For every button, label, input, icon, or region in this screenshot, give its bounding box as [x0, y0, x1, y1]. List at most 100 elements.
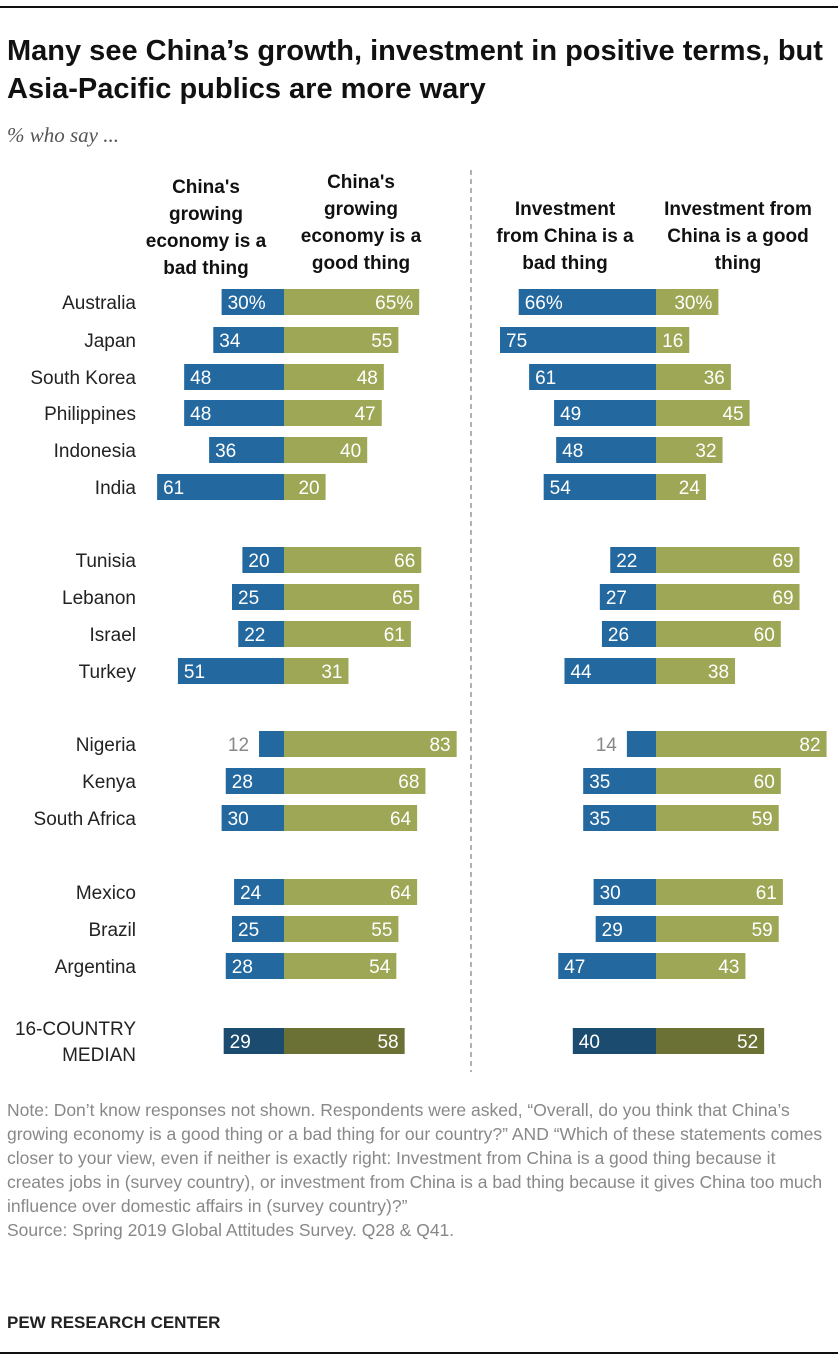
bar-economy-bad-tunisia: [242, 547, 284, 573]
country-label-tunisia: Tunisia: [75, 551, 136, 572]
value-label-investment-good-turkey: 38: [708, 662, 729, 683]
bar-economy-bad-india: [157, 474, 284, 500]
value-label-economy-good-turkey: 31: [321, 662, 342, 683]
value-label-economy-bad-south-korea: 48: [190, 368, 211, 389]
bar-investment-good-16-country-median: [656, 1028, 765, 1054]
bar-investment-bad-israel: [601, 621, 656, 647]
value-label-economy-bad-kenya: 28: [232, 772, 253, 793]
value-label-investment-good-israel: 60: [754, 625, 775, 646]
bar-investment-bad-japan: [500, 327, 656, 353]
country-label-16-country-median-line1: 16-COUNTRY: [15, 1019, 136, 1040]
bar-investment-bad-kenya: [583, 768, 656, 794]
value-label-investment-bad-japan: 75: [506, 331, 527, 352]
country-label-mexico: Mexico: [76, 883, 136, 904]
bar-economy-bad-indonesia: [209, 437, 284, 463]
bar-economy-good-indonesia: [284, 437, 368, 463]
value-label-economy-bad-india: 61: [163, 478, 184, 499]
bar-investment-good-israel: [656, 621, 781, 647]
value-label-economy-bad-nigeria: 12: [228, 735, 249, 756]
value-label-economy-bad-16-country-median: 29: [230, 1032, 251, 1053]
bar-economy-bad-south-korea: [184, 364, 284, 390]
bar-economy-bad-australia: [221, 289, 284, 315]
value-label-economy-good-japan: 55: [371, 331, 392, 352]
header-investment-good: Investment from China is a good thing: [664, 199, 812, 274]
bar-economy-good-south-korea: [284, 364, 384, 390]
value-label-investment-bad-turkey: 44: [570, 662, 592, 683]
value-label-economy-good-16-country-median: 58: [377, 1032, 398, 1053]
bar-economy-good-nigeria: [284, 731, 457, 757]
country-label-argentina: Argentina: [55, 957, 137, 978]
bar-economy-bad-lebanon: [232, 584, 284, 610]
header-economy-bad: China's growing economy is a bad thing: [145, 177, 267, 279]
bar-economy-bad-mexico: [234, 879, 284, 905]
top-rule: [0, 6, 838, 8]
bar-investment-bad-nigeria: [626, 731, 656, 757]
bar-investment-good-argentina: [656, 953, 746, 979]
value-label-economy-good-argentina: 54: [369, 957, 391, 978]
bar-investment-good-lebanon: [656, 584, 800, 610]
bar-investment-good-mexico: [656, 879, 783, 905]
value-label-investment-good-philippines: 45: [722, 404, 743, 425]
value-label-investment-bad-south-africa: 35: [589, 809, 610, 830]
value-label-investment-good-nigeria: 82: [799, 735, 820, 756]
value-label-economy-bad-south-africa: 30: [228, 809, 249, 830]
bar-economy-good-tunisia: [284, 547, 422, 573]
value-label-investment-good-south-korea: 36: [704, 368, 725, 389]
bar-investment-good-turkey: [656, 658, 736, 684]
bar-investment-bad-australia: [518, 289, 656, 315]
value-label-investment-good-16-country-median: 52: [737, 1032, 758, 1053]
country-label-brazil: Brazil: [88, 920, 136, 941]
country-label-turkey: Turkey: [79, 662, 137, 683]
country-label-nigeria: Nigeria: [76, 735, 137, 756]
country-label-south-africa: South Africa: [34, 809, 137, 830]
bar-investment-bad-india: [543, 474, 656, 500]
value-label-investment-bad-australia: 66%: [525, 293, 563, 314]
bar-investment-bad-lebanon: [599, 584, 656, 610]
value-label-investment-good-lebanon: 69: [772, 588, 793, 609]
bar-economy-good-israel: [284, 621, 411, 647]
value-label-economy-good-australia: 65%: [375, 293, 413, 314]
bar-economy-good-argentina: [284, 953, 397, 979]
bar-economy-good-mexico: [284, 879, 418, 905]
value-label-economy-good-mexico: 64: [390, 883, 412, 904]
value-label-economy-bad-turkey: 51: [184, 662, 205, 683]
value-label-economy-good-kenya: 68: [398, 772, 419, 793]
bar-economy-good-philippines: [284, 400, 382, 426]
bar-investment-bad-brazil: [595, 916, 656, 942]
bar-investment-good-australia: [656, 289, 719, 315]
header-economy-good: China's growing economy is a good thing: [300, 172, 422, 274]
value-label-investment-bad-india: 54: [550, 478, 572, 499]
value-label-investment-bad-indonesia: 48: [562, 441, 583, 462]
header-investment-bad: Investment from China is a bad thing: [496, 199, 634, 274]
country-label-16-country-median-line2: MEDIAN: [62, 1045, 136, 1066]
bar-economy-bad-kenya: [225, 768, 284, 794]
country-label-japan: Japan: [84, 331, 136, 352]
chart-title: Many see China’s growth, investment in p…: [7, 35, 823, 105]
source-text: Source: Spring 2019 Global Attitudes Sur…: [7, 1220, 455, 1240]
chart-marks: Australia 30% 65% 66% 30% Japan 34 55 75 16 South …: [15, 289, 827, 1066]
country-label-lebanon: Lebanon: [62, 588, 136, 609]
value-label-economy-good-south-africa: 64: [390, 809, 412, 830]
bar-investment-bad-philippines: [554, 400, 656, 426]
bar-economy-good-australia: [284, 289, 420, 315]
bar-economy-good-16-country-median: [284, 1028, 405, 1054]
value-label-economy-bad-lebanon: 25: [238, 588, 259, 609]
note-text: Note: Don’t know responses not shown. Re…: [7, 1100, 823, 1216]
value-label-investment-bad-16-country-median: 40: [579, 1032, 600, 1053]
value-label-investment-good-australia: 30%: [674, 293, 712, 314]
value-label-economy-bad-australia: 30%: [228, 293, 266, 314]
value-label-investment-good-japan: 16: [662, 331, 683, 352]
value-label-economy-bad-japan: 34: [219, 331, 241, 352]
value-label-investment-good-mexico: 61: [756, 883, 777, 904]
value-label-economy-bad-philippines: 48: [190, 404, 211, 425]
bar-investment-good-south-korea: [656, 364, 731, 390]
bar-investment-bad-argentina: [558, 953, 656, 979]
chart-note: Note: Don’t know responses not shown. Re…: [7, 1098, 827, 1242]
value-label-economy-bad-indonesia: 36: [215, 441, 236, 462]
value-label-investment-bad-tunisia: 22: [616, 551, 637, 572]
brand-logo-text: PEW RESEARCH CENTER: [7, 1313, 221, 1332]
country-label-south-korea: South Korea: [30, 368, 136, 389]
chart-subtitle: % who say ...: [7, 123, 119, 147]
bar-economy-bad-israel: [238, 621, 284, 647]
bar-investment-bad-indonesia: [556, 437, 656, 463]
